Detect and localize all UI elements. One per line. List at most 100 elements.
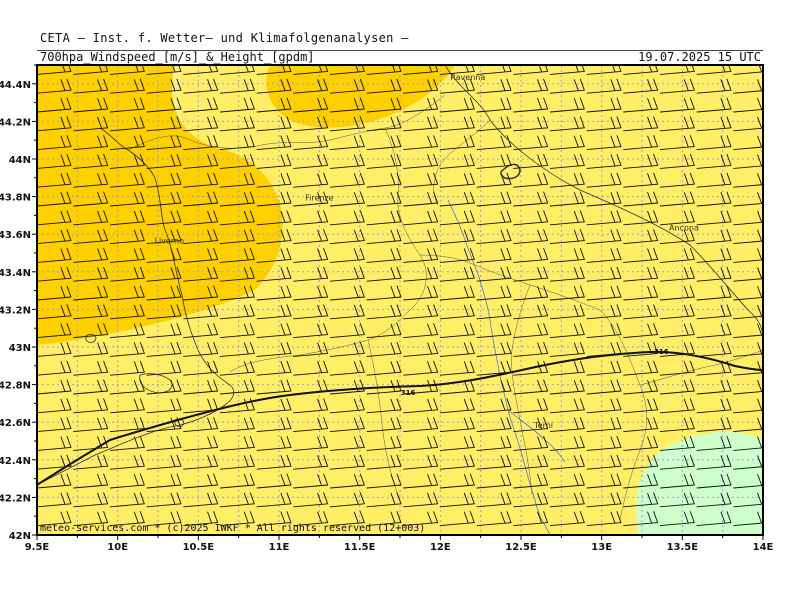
wind-barb <box>623 285 659 301</box>
wind-barb <box>73 229 109 245</box>
wind-barb <box>146 191 182 207</box>
wind-barb <box>623 304 659 320</box>
wind-barb <box>549 398 585 414</box>
wind-barb <box>109 454 145 470</box>
valid-datetime: 19.07.2025 15 UTC <box>638 50 761 64</box>
wind-barb <box>549 266 585 282</box>
wind-barb <box>659 398 695 414</box>
wind-barb <box>439 116 475 132</box>
wind-barb <box>403 285 439 301</box>
wind-barb <box>293 398 329 414</box>
wind-barb <box>659 492 695 508</box>
wind-barb <box>586 135 622 151</box>
wind-barb <box>73 116 109 132</box>
wind-barb <box>37 341 72 357</box>
wind-barb <box>403 323 439 339</box>
wind-barb <box>366 153 402 169</box>
wind-barb <box>623 473 659 489</box>
wind-barb <box>183 153 219 169</box>
wind-barb <box>439 266 475 282</box>
wind-barb <box>73 304 109 320</box>
wind-barb <box>109 285 145 301</box>
wind-barb <box>513 285 549 301</box>
wind-barb <box>439 229 475 245</box>
wind-barb <box>586 304 622 320</box>
wind-barb <box>549 341 585 357</box>
wind-barb <box>73 135 109 151</box>
wind-barb <box>109 511 145 527</box>
wind-barb <box>623 97 659 113</box>
wind-barb <box>146 247 182 263</box>
wind-barb <box>439 78 475 94</box>
wind-barb <box>293 360 329 376</box>
lon-tick-label: 14E <box>753 542 774 553</box>
wind-barb <box>586 360 622 376</box>
wind-barb <box>549 435 585 451</box>
header-bar: 700hpa_Windspeed_[m/s]_&_Height_[gpdm] 1… <box>37 50 763 64</box>
wind-barb <box>219 285 255 301</box>
wind-barb <box>513 511 549 527</box>
wind-barb <box>549 492 585 508</box>
wind-barb <box>37 435 72 451</box>
lon-tick-label: 9.5E <box>25 542 50 553</box>
wind-barb <box>73 210 109 226</box>
wind-barb <box>586 78 622 94</box>
wind-barb <box>696 473 732 489</box>
wind-barb <box>146 435 182 451</box>
wind-barb <box>513 435 549 451</box>
wind-barb <box>366 435 402 451</box>
wind-barb <box>513 153 549 169</box>
wind-barb <box>293 210 329 226</box>
wind-barb <box>109 210 145 226</box>
wind-barb <box>293 229 329 245</box>
wind-barb <box>293 247 329 263</box>
wind-barb <box>623 379 659 395</box>
wind-barb <box>73 191 109 207</box>
wind-barb <box>403 229 439 245</box>
wind-barb <box>183 285 219 301</box>
wind-barb <box>439 454 475 470</box>
wind-barb <box>146 153 182 169</box>
lat-tick-label: 43.6N <box>0 230 31 241</box>
wind-barb <box>219 153 255 169</box>
lon-tick-label: 13E <box>591 542 612 553</box>
wind-barb <box>146 304 182 320</box>
wind-barb <box>586 435 622 451</box>
wind-barb <box>73 247 109 263</box>
wind-barb <box>293 473 329 489</box>
wind-barb <box>329 229 365 245</box>
wind-barb <box>329 473 365 489</box>
wind-barb <box>476 323 512 339</box>
wind-barb <box>146 78 182 94</box>
wind-barb <box>37 398 72 414</box>
lat-tick-label: 44N <box>9 155 31 166</box>
wind-barb <box>403 78 439 94</box>
island-capraia <box>85 333 97 343</box>
wind-barb <box>219 323 255 339</box>
wind-barb <box>439 285 475 301</box>
wind-barb <box>513 78 549 94</box>
wind-barb <box>403 116 439 132</box>
wind-barb <box>659 435 695 451</box>
wind-barb <box>109 266 145 282</box>
wind-barb <box>293 492 329 508</box>
wind-barb <box>293 454 329 470</box>
wind-barb <box>183 229 219 245</box>
wind-barb <box>366 511 402 527</box>
wind-barb <box>513 398 549 414</box>
lat-tick-label: 44.4N <box>0 80 31 91</box>
coast-tyrrhenian <box>37 127 235 486</box>
wind-barb <box>293 116 329 132</box>
wind-barb <box>696 97 732 113</box>
wind-barb <box>513 492 549 508</box>
wind-barb <box>146 379 182 395</box>
wind-barb <box>219 266 255 282</box>
wind-barb <box>403 153 439 169</box>
wind-barb <box>659 210 695 226</box>
wind-barb <box>476 210 512 226</box>
wind-barb <box>293 191 329 207</box>
wind-barb <box>476 135 512 151</box>
wind-barb <box>219 454 255 470</box>
header-title: CETA — Inst. f. Wetter— und Klimafolgena… <box>40 31 409 45</box>
wind-barb <box>439 97 475 113</box>
